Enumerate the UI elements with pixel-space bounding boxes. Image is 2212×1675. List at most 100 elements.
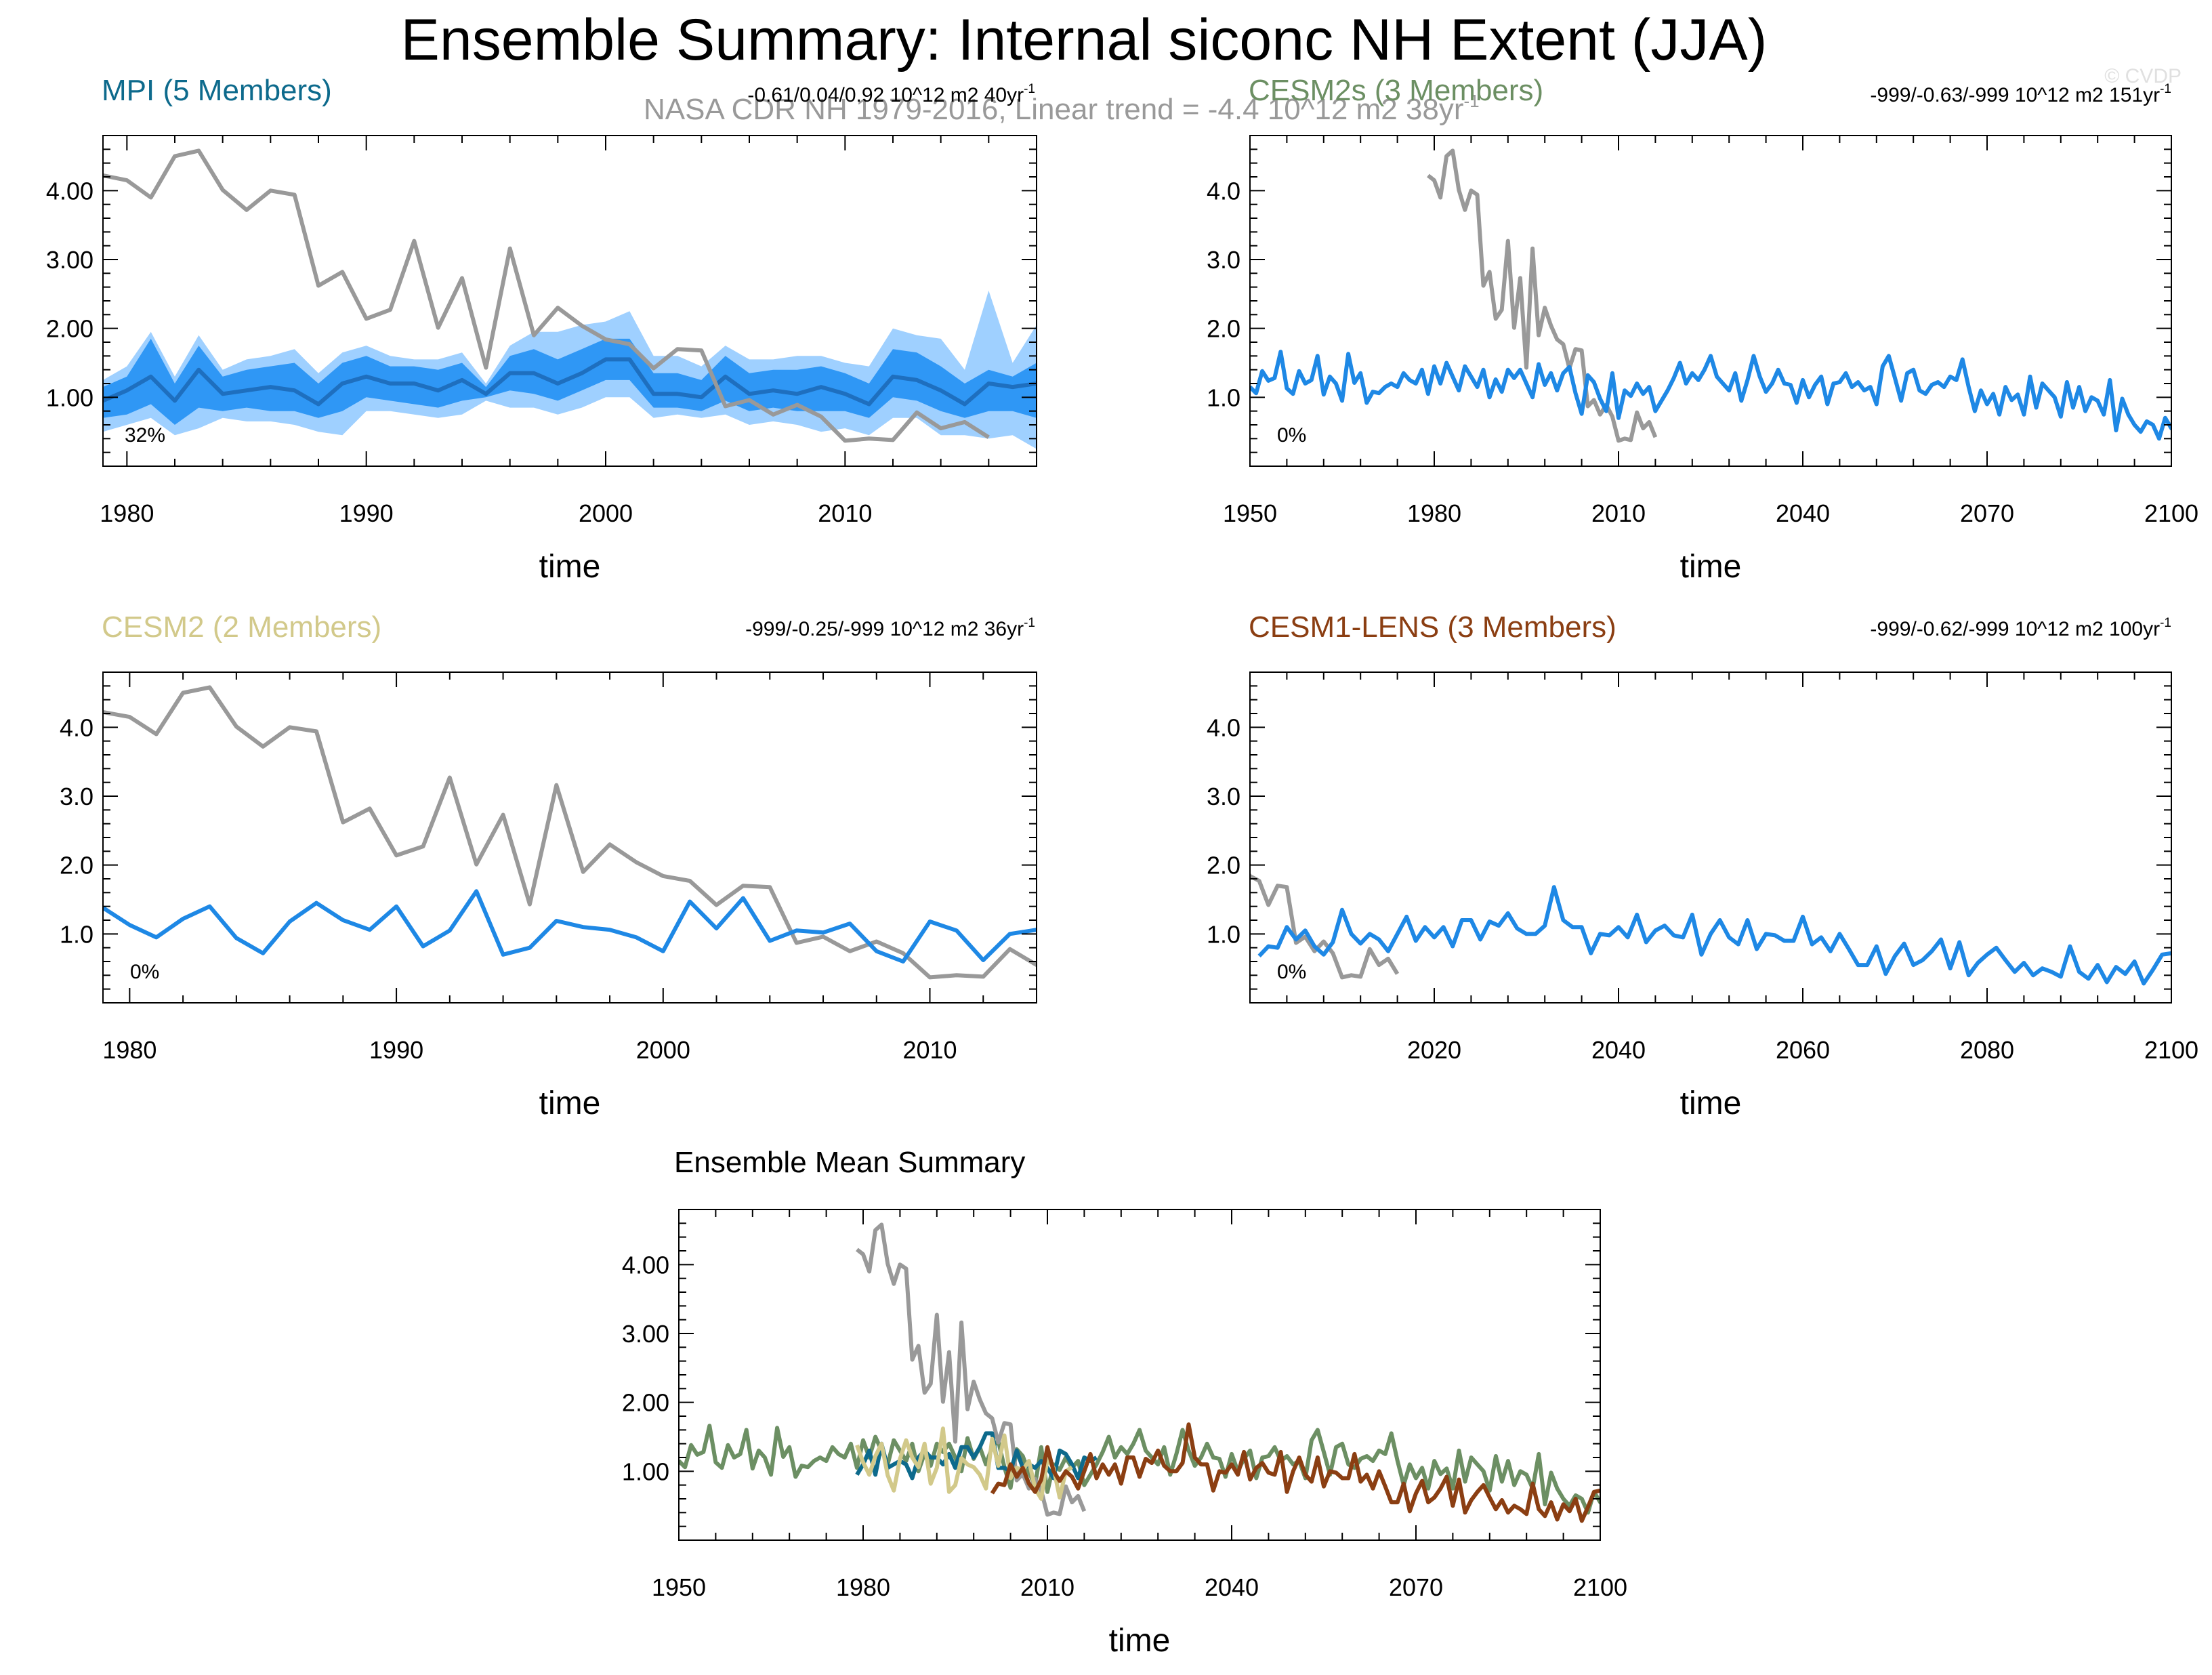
obs-line xyxy=(1427,148,1658,443)
x-tick-label: 1980 xyxy=(1407,499,1461,527)
panel-stats: -0.61/0.04/0.92 10^12 m2 40yr-1 xyxy=(747,82,1035,106)
percent-label: 32% xyxy=(125,424,165,447)
percent-label: 0% xyxy=(1277,424,1306,447)
panel-stats-text: -0.61/0.04/0.92 10^12 m2 40yr xyxy=(747,84,1024,106)
watermark: © CVDP xyxy=(2104,65,2182,87)
y-tick-label: 3.0 xyxy=(1207,783,1240,810)
tick-marks xyxy=(1249,672,2172,1003)
y-tick-label: 3.0 xyxy=(1207,246,1240,274)
x-tick-label: 2040 xyxy=(1591,1036,1646,1064)
y-tick-label: 2.00 xyxy=(622,1389,669,1417)
x-tick-label: 2060 xyxy=(1776,1036,1830,1064)
x-tick-label: 1980 xyxy=(102,1036,156,1064)
x-axis-label: time xyxy=(1680,1085,1742,1121)
panel-stats-text: -999/-0.63/-999 10^12 m2 151yr xyxy=(1870,84,2160,106)
x-tick-label: 2010 xyxy=(1020,1573,1074,1601)
x-tick-label: 2100 xyxy=(2144,499,2198,527)
obs-line xyxy=(103,685,1037,980)
obs-trend-subtitle-sup: -1 xyxy=(1464,91,1480,111)
plot-frame xyxy=(1249,135,2172,467)
panel-mpi: 1980 1990 2000 2010 1.00 2.00 3.00 4.00 time MPI … xyxy=(46,74,1037,585)
y-tick-label: 4.0 xyxy=(1207,714,1240,741)
x-tick-label: 1980 xyxy=(836,1573,890,1601)
obs-trend-subtitle: NASA CDR NH 1979-2016, Linear trend = -4… xyxy=(644,91,1480,126)
series-line-mpi xyxy=(855,1431,1098,1481)
x-tick-label: 1990 xyxy=(369,1036,423,1064)
obs-line xyxy=(1250,872,1400,980)
x-axis-label: time xyxy=(1680,549,1742,585)
y-tick-label: 3.0 xyxy=(60,783,93,810)
panel-stats: -999/-0.25/-999 10^12 m2 36yr-1 xyxy=(745,616,1035,640)
tick-marks xyxy=(678,1209,1601,1540)
x-tick-label: 2000 xyxy=(579,499,633,527)
panel-stats: -999/-0.63/-999 10^12 m2 151yr-1 xyxy=(1870,82,2171,106)
x-tick-label: 2070 xyxy=(1960,499,2014,527)
x-tick-label: 1980 xyxy=(100,499,154,527)
x-tick-label: 2040 xyxy=(1205,1573,1259,1601)
x-axis-label: time xyxy=(539,1085,601,1121)
panel-title: CESM2 (2 Members) xyxy=(102,611,381,644)
tick-marks xyxy=(1249,136,2172,466)
x-tick-label: 2010 xyxy=(818,499,872,527)
y-tick-label: 2.0 xyxy=(1207,315,1240,343)
x-tick-label: 1950 xyxy=(1223,499,1277,527)
panel-stats-sup: -1 xyxy=(2160,616,2171,630)
plot-area xyxy=(1250,148,2171,443)
x-tick-label: 2020 xyxy=(1407,1036,1461,1064)
plot-area xyxy=(103,685,1037,980)
panel-ensemble-mean: 1950 1980 2010 2040 2070 2100 1.00 2.00 3.00 4.00… xyxy=(622,1146,1627,1659)
panel-stats-text: -999/-0.25/-999 10^12 m2 36yr xyxy=(745,618,1024,640)
y-tick-label: 4.00 xyxy=(622,1251,669,1279)
y-tick-label: 4.00 xyxy=(46,177,93,205)
panel-cesm1-lens: 2020 2040 2060 2080 2100 1.0 2.0 3.0 4.0 time CESM… xyxy=(1207,611,2198,1121)
model-mean-line xyxy=(103,889,1037,964)
y-tick-label: 4.0 xyxy=(60,714,93,741)
series-line-cesm1-lens xyxy=(990,1422,1600,1523)
plot-frame xyxy=(102,671,1037,1004)
model-mean-line xyxy=(1250,350,2171,441)
percent-label: 0% xyxy=(130,961,159,983)
percent-label: 0% xyxy=(1277,961,1306,983)
y-tick-label: 2.00 xyxy=(46,315,93,343)
plot-area xyxy=(103,148,1037,449)
x-tick-label: 2100 xyxy=(2144,1036,2198,1064)
y-tick-label: 1.0 xyxy=(1207,920,1240,948)
panel-title: CESM1-LENS (3 Members) xyxy=(1249,611,1616,644)
tick-marks xyxy=(103,136,1037,466)
panel-stats: -999/-0.62/-999 10^12 m2 100yr-1 xyxy=(1870,616,2171,640)
figure-title: Ensemble Summary: Internal siconc NH Ext… xyxy=(401,7,1768,73)
y-tick-label: 1.0 xyxy=(60,920,93,948)
panel-stats-sup: -1 xyxy=(1024,616,1035,630)
model-mean-line xyxy=(1257,885,2171,986)
x-tick-label: 1950 xyxy=(652,1573,706,1601)
tick-marks xyxy=(103,672,1037,1003)
panel-cesm2: 1980 1990 2000 2010 1.0 2.0 3.0 4.0 time CESM2 (2… xyxy=(60,611,1037,1121)
obs-line xyxy=(103,148,990,443)
series-line-cesm2s xyxy=(679,1424,1600,1515)
plot-area xyxy=(679,1222,1600,1523)
panel-title: Ensemble Mean Summary xyxy=(674,1146,1025,1179)
obs-line xyxy=(856,1222,1087,1517)
y-tick-label: 3.00 xyxy=(46,246,93,274)
x-tick-label: 2010 xyxy=(1591,499,1646,527)
model-mean-line xyxy=(103,357,1037,407)
x-tick-label: 2070 xyxy=(1389,1573,1443,1601)
panel-title: MPI (5 Members) xyxy=(102,74,332,107)
plot-area xyxy=(1250,872,2171,986)
panel-stats-sup: -1 xyxy=(2160,82,2171,96)
y-tick-label: 1.00 xyxy=(46,384,93,411)
spread-band-inner xyxy=(103,338,1037,425)
obs-trend-subtitle-text: NASA CDR NH 1979-2016, Linear trend = -4… xyxy=(644,93,1464,126)
y-tick-label: 3.00 xyxy=(622,1320,669,1348)
panel-stats-sup: -1 xyxy=(1024,82,1035,96)
panel-cesm2s: 1950 1980 2010 2040 2070 2100 1.0 2.0 3.0 4.0 time… xyxy=(1207,74,2198,585)
x-axis-label: time xyxy=(539,549,601,585)
panel-title: CESM2s (3 Members) xyxy=(1249,74,1543,107)
x-tick-label: 2040 xyxy=(1776,499,1830,527)
x-tick-label: 2010 xyxy=(902,1036,957,1064)
x-axis-label: time xyxy=(1109,1623,1171,1659)
y-tick-label: 4.0 xyxy=(1207,177,1240,205)
panel-stats-text: -999/-0.62/-999 10^12 m2 100yr xyxy=(1870,618,2160,640)
x-tick-label: 2100 xyxy=(1573,1573,1627,1601)
